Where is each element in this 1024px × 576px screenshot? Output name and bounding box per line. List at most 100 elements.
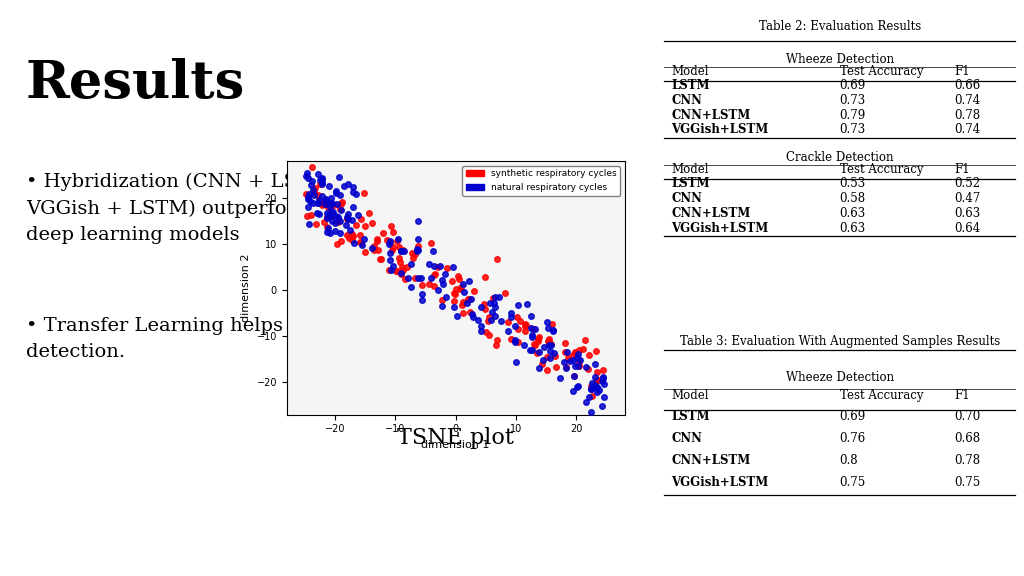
Point — [473, 302, 489, 312]
Point — [394, 245, 411, 255]
Point — [391, 254, 408, 263]
Point — [556, 357, 572, 366]
Point — [524, 331, 541, 340]
Point — [542, 340, 558, 350]
Point — [473, 326, 489, 335]
Point — [480, 313, 497, 322]
Point — [571, 355, 588, 365]
Point — [383, 221, 399, 230]
Point — [530, 364, 547, 373]
Point — [574, 344, 591, 353]
Text: CNN+LSTM: CNN+LSTM — [672, 207, 751, 219]
Point — [303, 211, 319, 220]
Point — [445, 288, 462, 297]
Text: Model: Model — [672, 65, 709, 78]
Point — [436, 270, 453, 279]
Point — [500, 326, 516, 335]
Point — [439, 264, 456, 273]
Point — [318, 222, 335, 232]
Point — [543, 340, 559, 349]
Point — [594, 374, 610, 384]
Point — [449, 285, 465, 294]
Point — [322, 211, 338, 221]
Point — [568, 354, 585, 363]
Point — [365, 243, 381, 252]
Point — [455, 297, 471, 306]
Point — [570, 350, 587, 359]
Point — [308, 219, 325, 229]
Point — [323, 199, 339, 208]
Point — [300, 173, 316, 182]
Point — [509, 313, 525, 322]
Point — [536, 342, 552, 351]
Point — [493, 317, 509, 326]
Point — [478, 328, 495, 337]
Point — [480, 316, 497, 325]
Point — [426, 262, 442, 271]
Point — [470, 315, 486, 324]
Point — [394, 263, 411, 272]
Point — [410, 241, 426, 251]
Text: Model: Model — [672, 163, 709, 176]
Point — [304, 162, 321, 171]
Point — [329, 199, 345, 209]
Point — [477, 272, 494, 281]
Point — [332, 217, 348, 226]
Text: Table 2: Evaluation Results: Table 2: Evaluation Results — [759, 20, 921, 33]
Point — [385, 261, 401, 270]
Text: 0.58: 0.58 — [840, 192, 866, 205]
Point — [396, 274, 413, 283]
Point — [566, 348, 583, 357]
Point — [542, 354, 558, 363]
Point — [426, 282, 442, 291]
Point — [345, 183, 361, 192]
Point — [446, 289, 463, 298]
Point — [473, 322, 489, 331]
Point — [587, 373, 603, 382]
Point — [570, 346, 587, 355]
Text: LSTM: LSTM — [672, 177, 710, 190]
Point — [589, 387, 605, 396]
Text: CNN+LSTM: CNN+LSTM — [672, 454, 751, 467]
Point — [445, 263, 462, 272]
Point — [345, 232, 361, 241]
Text: CNN+LSTM: CNN+LSTM — [672, 108, 751, 122]
Point — [524, 333, 541, 342]
Point — [459, 298, 475, 308]
Point — [390, 235, 407, 244]
Text: 0.63: 0.63 — [954, 207, 981, 219]
Point — [328, 187, 344, 196]
Point — [541, 336, 557, 346]
Point — [344, 187, 360, 196]
Point — [332, 229, 348, 238]
Text: 0.63: 0.63 — [840, 207, 866, 219]
Point — [423, 239, 439, 248]
Point — [523, 311, 540, 320]
Point — [516, 340, 532, 349]
Text: 0.64: 0.64 — [954, 222, 981, 234]
Text: 0.74: 0.74 — [954, 123, 981, 137]
Point — [526, 341, 543, 350]
Point — [531, 347, 548, 357]
Point — [455, 309, 471, 318]
Point — [353, 214, 370, 223]
Point — [326, 200, 342, 209]
Point — [351, 237, 368, 247]
Point — [410, 217, 426, 226]
Point — [317, 195, 334, 204]
Point — [516, 319, 532, 328]
Text: 0.73: 0.73 — [840, 94, 866, 107]
Point — [340, 214, 356, 223]
Text: 0.74: 0.74 — [954, 94, 981, 107]
Point — [307, 184, 324, 193]
Point — [503, 313, 519, 322]
Point — [489, 255, 506, 264]
Point — [451, 271, 467, 281]
Point — [314, 173, 331, 183]
Point — [445, 302, 462, 312]
Point — [460, 295, 476, 304]
Text: Wheeze Detection: Wheeze Detection — [785, 53, 894, 66]
Point — [421, 279, 437, 289]
Point — [446, 297, 463, 306]
Point — [330, 213, 346, 222]
